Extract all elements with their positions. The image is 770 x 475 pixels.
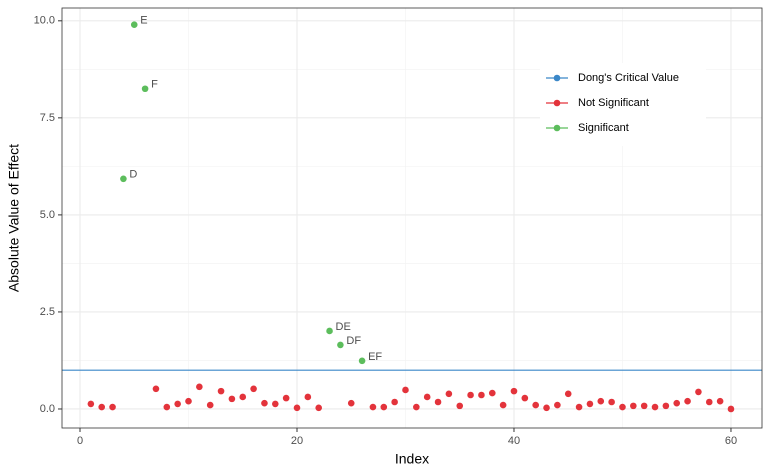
point <box>120 175 127 183</box>
point <box>445 390 453 398</box>
point <box>640 402 648 410</box>
y-axis-title: Absolute Value of Effect <box>6 144 22 292</box>
point <box>174 400 181 408</box>
y-tick-label: 7.5 <box>40 112 55 124</box>
x-tick-label: 60 <box>725 435 737 447</box>
point <box>521 394 529 402</box>
point <box>87 400 95 408</box>
point <box>695 388 702 396</box>
point <box>684 397 691 405</box>
panel-border <box>61 7 763 429</box>
point <box>239 393 247 401</box>
point <box>543 404 550 412</box>
point <box>141 85 149 93</box>
point <box>206 401 214 409</box>
point <box>347 399 355 407</box>
point <box>716 397 724 405</box>
y-tick-label: 0.0 <box>40 403 55 415</box>
point <box>163 403 171 411</box>
point-label: DF <box>346 335 361 347</box>
x-tick-label: 40 <box>508 435 520 447</box>
legend-box <box>540 63 706 146</box>
point <box>619 403 626 411</box>
point <box>575 403 583 411</box>
point <box>185 397 192 405</box>
point <box>228 395 236 403</box>
point <box>532 401 539 409</box>
point <box>271 400 279 408</box>
point-label: E <box>140 15 147 27</box>
point <box>597 397 605 405</box>
point <box>456 402 464 410</box>
point <box>130 21 138 28</box>
point <box>98 403 106 411</box>
point <box>261 399 268 407</box>
point <box>434 398 442 406</box>
point <box>651 403 659 411</box>
y-tick-label: 5.0 <box>40 209 55 221</box>
point <box>152 385 160 393</box>
point <box>369 403 377 411</box>
point <box>358 357 366 365</box>
point <box>380 403 388 411</box>
point <box>478 391 485 399</box>
point <box>413 403 420 411</box>
legend-key-point <box>553 74 561 82</box>
point <box>608 398 615 406</box>
point <box>315 404 322 412</box>
legend-label: Dong's Critical Value <box>578 72 679 84</box>
point <box>402 386 409 394</box>
point-label: EF <box>368 351 382 363</box>
point <box>554 401 561 409</box>
point <box>727 405 735 413</box>
y-tick-label: 2.5 <box>40 306 55 318</box>
point <box>293 404 301 412</box>
point-label: DE <box>336 321 351 333</box>
point <box>423 393 431 401</box>
point <box>673 399 681 407</box>
x-tick-label: 20 <box>291 435 303 447</box>
point <box>630 402 637 410</box>
point <box>337 341 344 349</box>
point <box>304 393 312 401</box>
x-tick-label: 0 <box>77 435 83 447</box>
point-label: F <box>151 79 158 91</box>
legend-key-point <box>553 99 561 107</box>
point <box>705 398 713 406</box>
point <box>662 402 670 410</box>
point <box>488 389 496 397</box>
x-axis-title: Index <box>395 451 429 467</box>
legend-label: Not Significant <box>578 97 649 109</box>
point <box>499 401 507 409</box>
point <box>326 327 333 335</box>
point <box>217 387 225 395</box>
point <box>196 383 203 391</box>
point <box>391 398 398 406</box>
legend-label: Significant <box>578 122 629 134</box>
point <box>467 391 474 399</box>
legend-key-point <box>553 124 561 132</box>
point <box>109 403 116 411</box>
point <box>282 394 290 402</box>
point <box>510 387 518 395</box>
point <box>564 390 572 398</box>
point <box>250 385 257 393</box>
y-tick-label: 10.0 <box>34 15 55 27</box>
point <box>586 400 594 408</box>
point-label: D <box>129 169 137 181</box>
